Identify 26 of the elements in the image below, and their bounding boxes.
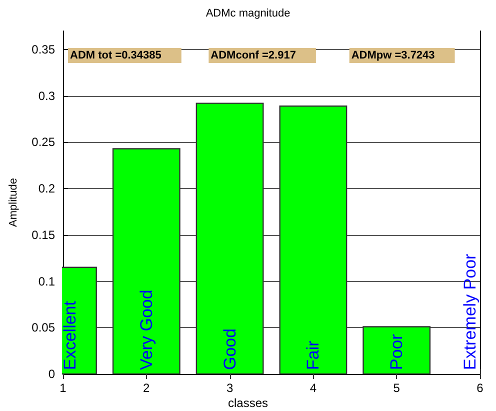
x-axis-title: classes (228, 396, 268, 410)
annotation: Good (220, 328, 240, 370)
annotation: Extremely Poor (460, 253, 480, 370)
annotation: ADMconf =2.917 (210, 50, 296, 62)
x-tick-label: 3 (226, 381, 234, 395)
y-tick-label: 0.35 (32, 42, 56, 57)
annotation: ADMpw =3.7243 (351, 50, 435, 62)
x-tick-label: 4 (310, 381, 317, 395)
y-tick-label: 0.05 (32, 320, 56, 335)
x-tick-label: 1 (60, 381, 67, 395)
y-tick-label: 0.2 (38, 182, 56, 196)
annotation: ADM tot =0.34385 (70, 50, 162, 62)
annotation: Excellent (60, 300, 80, 370)
y-tick-label: 0.1 (38, 274, 56, 288)
annotation: Very Good (136, 290, 156, 370)
y-tick-label: 0.25 (32, 135, 56, 150)
y-tick-label: 0 (48, 367, 56, 381)
annotation: Fair (304, 340, 323, 370)
annotation: Poor (387, 334, 406, 370)
x-tick-label: 6 (476, 381, 484, 395)
y-tick-label: 0.3 (38, 88, 56, 103)
x-tick-label: 2 (143, 381, 150, 395)
chart-title: ADMc magnitude (206, 8, 290, 20)
y-axis-title: Amplitude (8, 178, 20, 227)
y-tick-label: 0.15 (32, 228, 56, 242)
x-tick-label: 5 (393, 381, 400, 395)
